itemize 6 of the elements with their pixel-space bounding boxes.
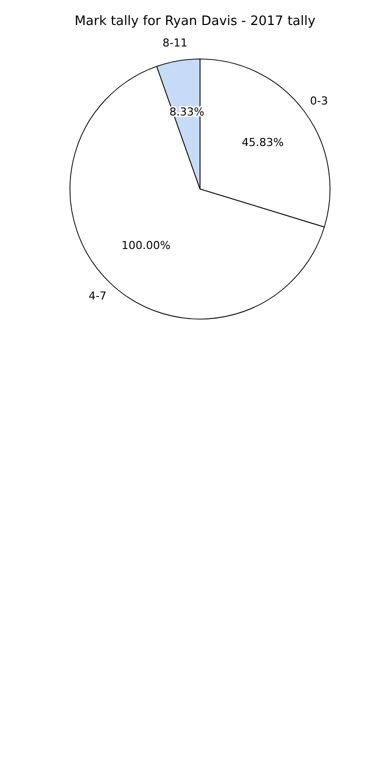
chart-title: Mark tally for Ryan Davis - 2017 tally xyxy=(74,14,316,31)
data-label: 45.83% xyxy=(242,136,284,150)
slice-label: 8-11 xyxy=(162,36,188,50)
data-label: 100.00% xyxy=(122,238,171,252)
slice-label: 4-7 xyxy=(88,289,107,302)
slice-label: 0-3 xyxy=(310,94,328,108)
